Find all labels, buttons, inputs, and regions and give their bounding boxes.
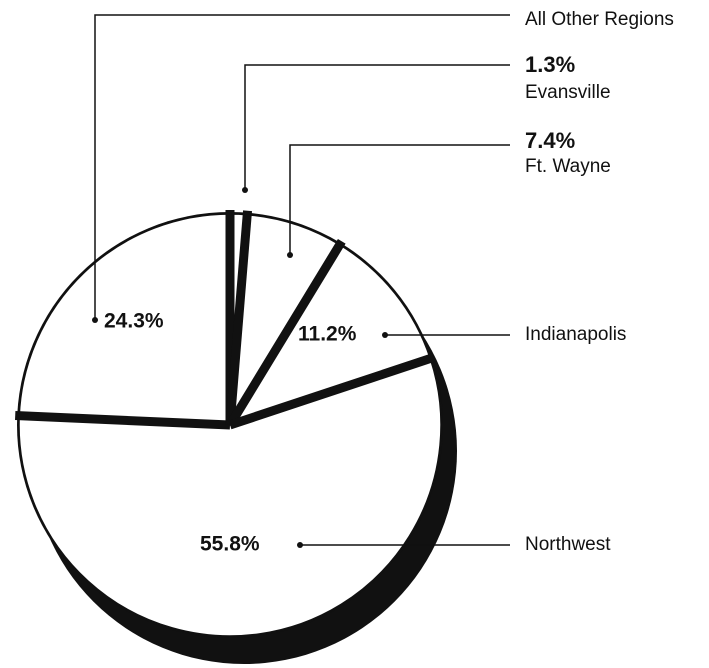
leader-dot: [242, 187, 248, 193]
value-label: 7.4%: [525, 128, 575, 153]
pie-slice: [18, 213, 231, 426]
pie-slice: [18, 357, 442, 637]
category-label: All Other Regions: [525, 9, 674, 30]
leader-dot: [287, 252, 293, 258]
leader-dot: [92, 317, 98, 323]
value-label: 55.8%: [200, 533, 260, 556]
leader-dot: [297, 542, 303, 548]
leader-line: [94, 14, 510, 320]
pie-slice: [228, 243, 432, 427]
category-label: Ft. Wayne: [525, 156, 611, 177]
slice-separator: [15, 411, 231, 430]
slice-separator: [226, 238, 346, 428]
category-label: Evansville: [525, 82, 611, 103]
category-label: Indianapolis: [525, 324, 626, 345]
slice-separator: [228, 353, 436, 430]
value-label: 11.2%: [298, 323, 357, 346]
leader-line: [289, 144, 510, 255]
category-label: Northwest: [525, 534, 611, 555]
slice-separator: [225, 210, 253, 426]
value-label: 24.3%: [104, 310, 164, 333]
value-label: 1.3%: [525, 52, 575, 77]
leader-line: [244, 64, 510, 190]
leader-dot: [382, 332, 388, 338]
